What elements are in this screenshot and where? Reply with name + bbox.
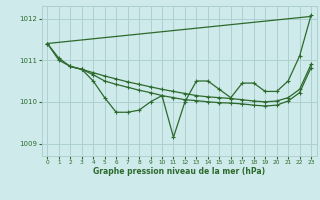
X-axis label: Graphe pression niveau de la mer (hPa): Graphe pression niveau de la mer (hPa) (93, 167, 265, 176)
